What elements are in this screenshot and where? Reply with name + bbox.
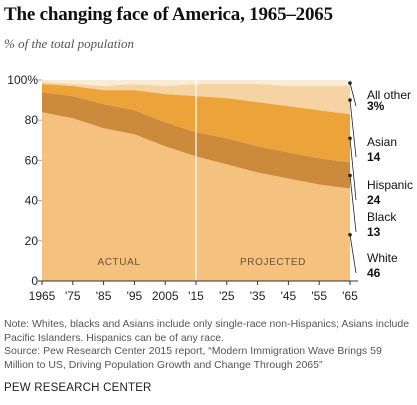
- legend-name-asian: Asian: [367, 135, 397, 149]
- label-leader-asian: [349, 100, 357, 158]
- x-tick-label: '85: [96, 289, 112, 303]
- chart-note: Note: Whites, blacks and Asians include …: [4, 318, 414, 372]
- x-tick-label: 2005: [152, 289, 179, 303]
- x-tick-label: '45: [281, 289, 297, 303]
- y-tick-label: 60: [25, 153, 39, 167]
- chart-title: The changing face of America, 1965–2065: [4, 4, 333, 25]
- projected-label: PROJECTED: [240, 257, 306, 268]
- x-tick-label: '25: [219, 289, 235, 303]
- label-leader-all-other: [349, 82, 357, 107]
- x-tick-label: '65: [342, 289, 358, 303]
- legend-name-hispanic: Hispanic: [367, 178, 413, 192]
- y-tick-label: 40: [25, 194, 39, 208]
- legend-value-all-other: 3%: [367, 99, 385, 113]
- label-dot-asian: [348, 98, 352, 102]
- y-tick-label: 0: [31, 274, 38, 288]
- x-tick-label: '15: [188, 289, 204, 303]
- x-tick-label: '55: [311, 289, 327, 303]
- legend-name-white: White: [367, 251, 398, 265]
- x-tick-label: '75: [65, 289, 81, 303]
- area-asian: [42, 82, 350, 115]
- label-leader-white: [349, 234, 357, 274]
- label-leader-hispanic: [349, 138, 357, 201]
- stacked-area-chart: 0 20 40 60 80 100% 1965 '75 '85 '95 2005 '15 '25 '35…: [7, 73, 413, 303]
- x-tick-label: '95: [127, 289, 143, 303]
- legend-value-hispanic: 24: [367, 193, 381, 207]
- note-text: Note: Whites, blacks and Asians include …: [4, 318, 410, 344]
- legend-name-black: Black: [367, 210, 397, 224]
- x-tick-label: '35: [250, 289, 266, 303]
- x-tick-label: 1965: [29, 289, 56, 303]
- y-tick-label: 100%: [7, 73, 38, 87]
- legend-value-black: 13: [367, 225, 381, 239]
- legend-value-asian: 14: [367, 150, 381, 164]
- legend-name-all-other: All other: [367, 88, 411, 102]
- y-tick-label: 20: [25, 234, 39, 248]
- source-text: Source: Pew Research Center 2015 report,…: [4, 345, 382, 371]
- actual-label: ACTUAL: [97, 257, 140, 268]
- chart-subtitle: % of the total population: [4, 36, 134, 51]
- y-tick-label: 80: [25, 113, 39, 127]
- footer-credit: PEW RESEARCH CENTER: [4, 382, 152, 394]
- label-leader-black: [349, 175, 357, 233]
- legend-value-white: 46: [367, 266, 381, 280]
